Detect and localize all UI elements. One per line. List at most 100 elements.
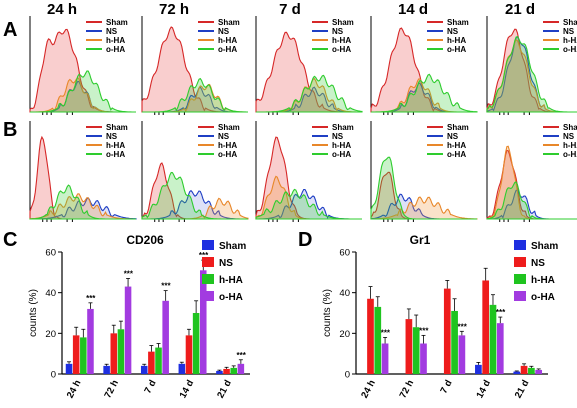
- histogram-legend-label: h-HA: [447, 36, 466, 45]
- bar-o-ha-4: [199, 270, 207, 374]
- bar-o-ha-1: [381, 343, 389, 374]
- panel-letter-d: D: [298, 229, 312, 251]
- bar-h-ha-2: [117, 329, 125, 374]
- bar-h-ha-1: [374, 306, 382, 374]
- bar-o-ha-2: [420, 343, 427, 374]
- bar-sham-2: [103, 365, 110, 374]
- histogram-legend-label: Sham: [332, 18, 354, 27]
- time-label-72h: 72 h: [159, 1, 189, 18]
- x-tick-label: 72 h: [102, 378, 121, 400]
- bar-ns-4: [482, 280, 490, 374]
- y-tick-label: 0: [51, 370, 56, 381]
- significance-marker: ***: [199, 251, 209, 260]
- significance-marker: ***: [161, 282, 171, 291]
- histogram-legend-label: Sham: [218, 18, 240, 27]
- y-tick-label: 40: [339, 288, 350, 299]
- bar-sham-3: [140, 365, 148, 374]
- legend-label-ns: NS: [219, 258, 233, 269]
- legend-swatch-ns: [514, 257, 526, 267]
- bar-h-ha-5: [230, 367, 237, 374]
- bar-ns-3: [443, 288, 451, 374]
- significance-marker: ***: [458, 322, 468, 331]
- histogram-legend-label: NS: [332, 27, 344, 36]
- histogram-legend-label: h-HA: [332, 141, 351, 150]
- legend-label-h-ha: h-HA: [531, 275, 555, 286]
- panel-letter-a: A: [3, 19, 17, 41]
- histogram-legend-label: o-HA: [106, 150, 125, 159]
- x-tick-label: 21 d: [513, 378, 532, 400]
- histogram-legend-label: o-HA: [563, 150, 577, 159]
- bar-o-ha-3: [162, 300, 169, 374]
- histogram-legend-label: NS: [106, 132, 118, 141]
- significance-marker: ***: [86, 294, 96, 303]
- x-tick-label: 72 h: [398, 378, 417, 400]
- x-tick-label: 24 h: [359, 378, 378, 400]
- legend-label-h-ha: h-HA: [219, 275, 243, 286]
- histogram-legend-label: o-HA: [106, 45, 125, 54]
- bar-ns-5: [520, 365, 528, 374]
- legend-swatch-sham: [202, 240, 214, 250]
- histogram-legend-label: o-HA: [447, 45, 466, 54]
- histogram-curve-oha: [255, 188, 362, 220]
- histogram-curve-oha: [30, 70, 136, 113]
- bar-h-ha-3: [155, 347, 162, 374]
- time-label-24h: 24 h: [47, 1, 77, 18]
- histogram-curve-oha: [141, 171, 248, 220]
- histogram-curve-oha: [371, 73, 478, 113]
- histogram-legend-label: NS: [218, 27, 230, 36]
- histogram-curve-hha: [370, 196, 478, 220]
- time-label-7d: 7 d: [279, 1, 301, 18]
- chart-title: Gr1: [410, 233, 431, 247]
- bar-o-ha-1: [87, 308, 94, 374]
- histogram-legend-label: Sham: [218, 123, 240, 132]
- bar-h-ha-1: [80, 337, 87, 374]
- significance-marker: ***: [236, 351, 246, 360]
- histogram-legend-label: o-HA: [332, 45, 351, 54]
- panel-letter-b: B: [3, 119, 17, 141]
- legend-label-sham: Sham: [219, 241, 246, 252]
- significance-marker: ***: [496, 308, 506, 317]
- legend-swatch-h-ha: [514, 274, 526, 284]
- chart-title: CD206: [126, 233, 164, 247]
- histogram-legend-label: NS: [447, 132, 459, 141]
- histogram-legend-label: h-HA: [218, 36, 237, 45]
- histogram-legend-label: NS: [106, 27, 118, 36]
- histogram-legend-label: Sham: [106, 123, 128, 132]
- histogram-legend-label: Sham: [563, 18, 577, 27]
- bar-o-ha-5: [535, 369, 543, 374]
- x-tick-label: 24 h: [65, 378, 84, 400]
- histogram-legend-label: NS: [563, 27, 575, 36]
- bar-o-ha-2: [124, 286, 132, 374]
- legend-label-o-ha: o-HA: [219, 292, 243, 303]
- histogram-legend-label: h-HA: [332, 36, 351, 45]
- x-tick-label: 21 d: [215, 378, 234, 400]
- bar-ns-1: [367, 298, 374, 374]
- legend-swatch-o-ha: [202, 291, 214, 301]
- y-axis-label: counts (%): [28, 289, 39, 337]
- histogram-legend-label: o-HA: [447, 150, 466, 159]
- panel-letter-c: C: [3, 229, 17, 251]
- legend-label-o-ha: o-HA: [531, 292, 555, 303]
- bar-h-ha-5: [528, 367, 535, 374]
- bar-sham-5: [216, 370, 223, 374]
- bar-sham-5: [513, 371, 521, 374]
- histogram-legend-label: NS: [218, 132, 230, 141]
- histogram-grid: ShamNSh-HAo-HAShamNSh-HAo-HAShamNSh-HAo-…: [29, 16, 577, 222]
- legend-swatch-sham: [514, 240, 526, 250]
- histogram-curve-ns: [30, 197, 137, 220]
- histogram-legend-label: Sham: [447, 18, 469, 27]
- histogram-legend-label: h-HA: [563, 36, 577, 45]
- legend-label-ns: NS: [531, 258, 545, 269]
- bar-o-ha-4: [496, 323, 504, 374]
- bar-o-ha-3: [458, 335, 466, 374]
- y-tick-label: 0: [345, 370, 350, 381]
- bar-ns-1: [72, 335, 80, 374]
